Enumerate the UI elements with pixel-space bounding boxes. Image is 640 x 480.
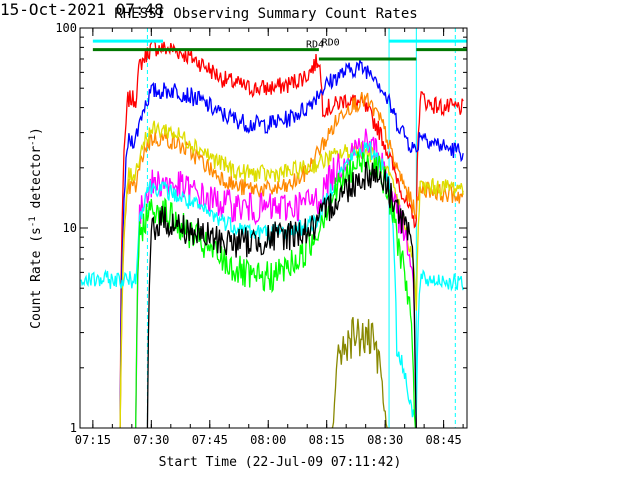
series-line <box>119 39 464 428</box>
x-tick-label: 07:30 <box>133 433 169 447</box>
series-line <box>146 161 417 428</box>
y-axis-label-main: Count Rate (s <box>29 227 44 329</box>
y-axis-label: Count Rate (s-1 detector-1) <box>28 127 44 329</box>
series-line <box>135 128 417 428</box>
y-axis-label-rest: detector <box>29 146 44 217</box>
attenuator-label: RD4 <box>306 40 324 51</box>
x-axis: 07:15 07:30 07:45 08:00 08:15 08:30 08:45 <box>75 28 464 447</box>
y-tick-label: 1 <box>70 421 77 435</box>
y-tick-label: 10 <box>63 221 77 235</box>
series-line <box>119 59 464 428</box>
y-axis-label-sup: -1 <box>28 216 38 227</box>
series-line <box>119 120 464 428</box>
x-tick-label: 08:00 <box>250 433 286 447</box>
y-axis-label-sup2: -1 <box>28 135 38 146</box>
x-tick-label: 08:30 <box>367 433 403 447</box>
x-tick-label: 07:15 <box>75 433 111 447</box>
y-axis-label-tail: ) <box>29 127 44 135</box>
chart-title: RHESSI Observing Summary Count Rates <box>114 6 417 22</box>
y-axis: 1 10 100 <box>55 21 467 435</box>
y-tick-label: 100 <box>55 21 77 35</box>
attenuator-label: RD0 <box>322 37 340 48</box>
series-line <box>119 91 464 428</box>
series-line <box>80 141 464 421</box>
x-axis-label: Start Time (22-Jul-09 07:11:42) <box>159 455 402 470</box>
x-tick-label: 08:15 <box>309 433 345 447</box>
footer-timestamp: 15-Oct-2021 07:48 <box>0 0 164 19</box>
x-tick-label: 07:45 <box>192 433 228 447</box>
series-line <box>330 317 389 428</box>
x-tick-label: 08:45 <box>426 433 462 447</box>
